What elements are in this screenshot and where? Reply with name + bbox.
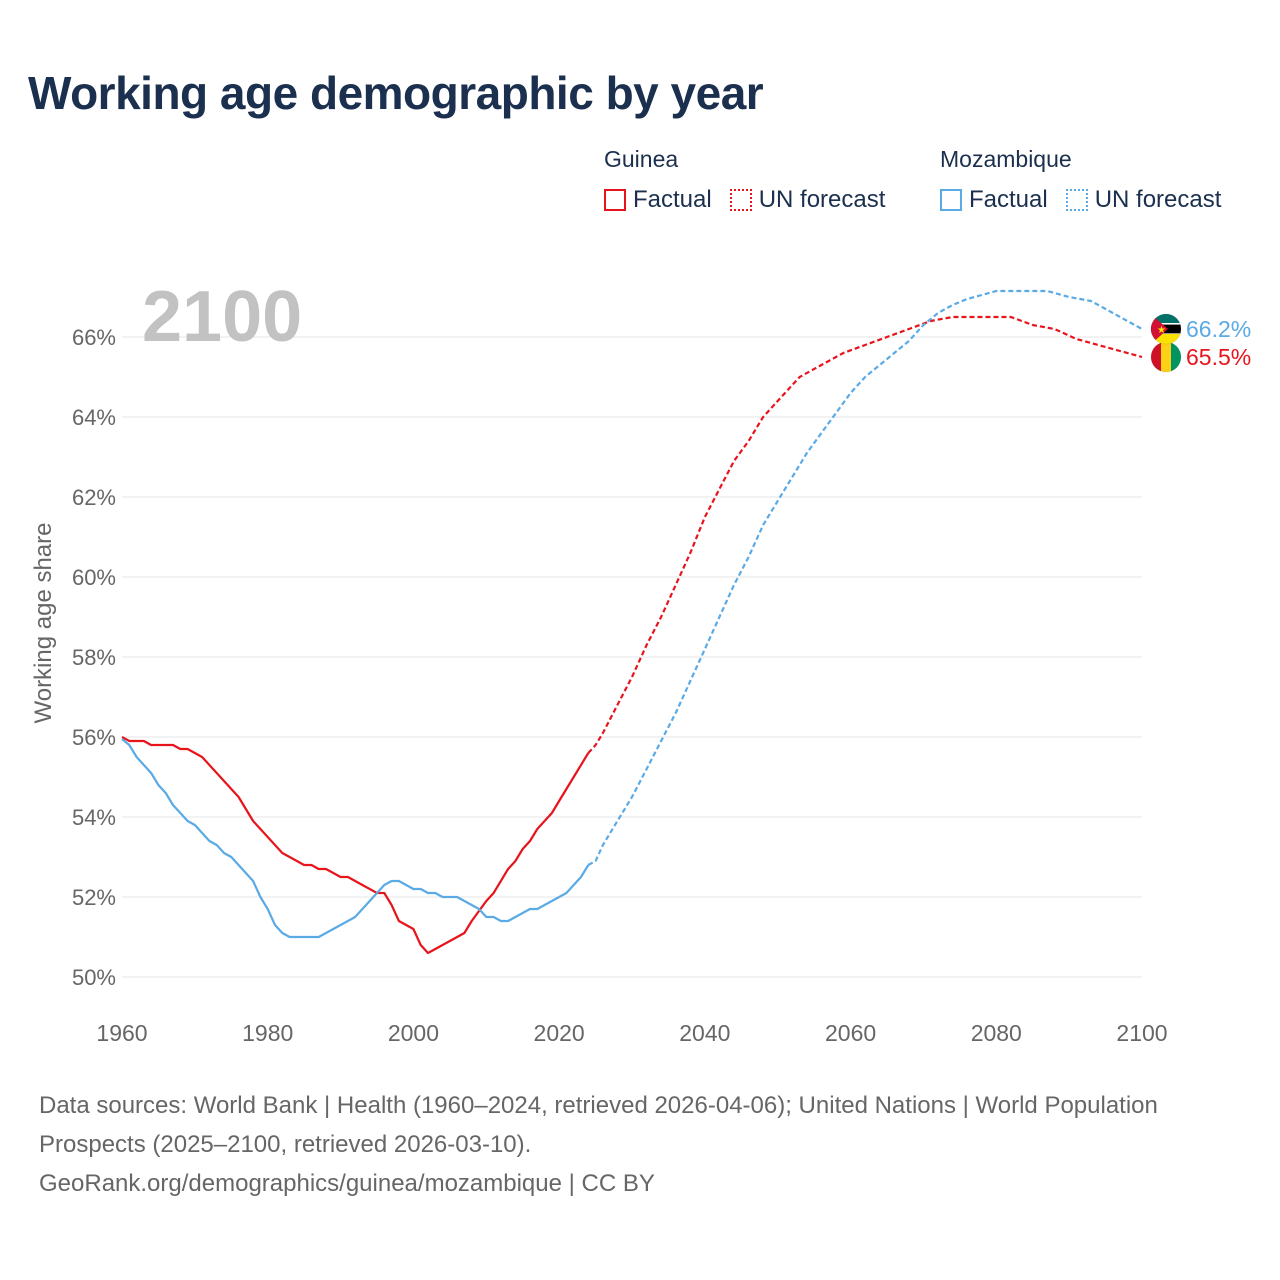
guinea-flag <box>1150 341 1182 373</box>
y-tick-label: 62% <box>72 485 116 510</box>
y-tick-label: 54% <box>72 805 116 830</box>
legend-label: Factual <box>969 186 1048 213</box>
x-tick-label: 1980 <box>242 1020 293 1046</box>
mozambique-end-label: 66.2% <box>1186 316 1251 342</box>
y-tick-label: 60% <box>72 565 116 590</box>
x-tick-label: 2060 <box>825 1020 876 1046</box>
data-sources-text: Data sources: World Bank | Health (1960–… <box>39 1092 1158 1158</box>
mozambique-forecast-line <box>587 289 1143 866</box>
mozambique-factual-swatch <box>940 189 962 211</box>
x-tick-label: 2020 <box>534 1020 585 1046</box>
year-watermark: 2100 <box>142 277 302 357</box>
legend-mozambique-factual[interactable]: Factual <box>940 186 1048 214</box>
source-link[interactable]: GeoRank.org/demographics/guinea/mozambiq… <box>39 1170 655 1197</box>
y-tick-label: 58% <box>72 645 116 670</box>
y-tick-label: 56% <box>72 725 116 750</box>
guinea-end-label: 65.5% <box>1186 344 1251 370</box>
series-layer <box>121 289 1143 955</box>
y-tick-label: 50% <box>72 965 116 990</box>
guinea-forecast-line <box>587 315 1143 754</box>
svg-text:★: ★ <box>1157 325 1166 336</box>
legend-mozambique-forecast[interactable]: UN forecast <box>1065 186 1222 214</box>
x-tick-label: 2040 <box>679 1020 730 1046</box>
y-axis-label: Working age share <box>30 523 57 724</box>
end-layer: 65.5% ★ 66.2% <box>1150 313 1251 373</box>
guinea-forecast-swatch <box>729 189 752 211</box>
guinea-factual-line <box>121 736 590 955</box>
legend-label: UN forecast <box>758 186 886 213</box>
x-tick-label: 2080 <box>971 1020 1022 1046</box>
line-chart: 2100 Working age share 50% 52% 54% 56% 58% 60… <box>30 277 1251 1046</box>
mozambique-factual-line <box>121 738 590 939</box>
legend-guinea-factual[interactable]: Factual <box>604 186 712 214</box>
legend-group-name: Guinea <box>604 146 679 172</box>
legend-group-name: Mozambique <box>940 146 1072 172</box>
y-tick-label: 64% <box>72 405 116 430</box>
guinea-factual-swatch <box>604 189 626 211</box>
x-tick-label: 2000 <box>388 1020 439 1046</box>
mozambique-flag: ★ <box>1150 313 1182 345</box>
legend-group-mozambique: Mozambique Factual UN forecast <box>940 144 1221 214</box>
y-tick-label: 66% <box>72 325 116 350</box>
legend-guinea-forecast[interactable]: UN forecast <box>729 186 886 214</box>
x-tick-label: 2100 <box>1116 1020 1167 1046</box>
chart-title: Working age demographic by year <box>28 67 764 119</box>
legend-group-guinea: Guinea Factual UN forecast <box>604 144 885 214</box>
footer: Data sources: World Bank | Health (1960–… <box>39 1086 1219 1203</box>
y-tick-label: 52% <box>72 885 116 910</box>
axis-layer: 50% 52% 54% 56% 58% 60% 62% 64% 66% 1960 1980 2000 2… <box>72 325 1168 1046</box>
legend-label: Factual <box>633 186 712 213</box>
legend-label: UN forecast <box>1094 186 1222 213</box>
grid-layer <box>122 336 1142 978</box>
x-tick-label: 1960 <box>96 1020 147 1046</box>
mozambique-forecast-swatch <box>1065 189 1088 211</box>
